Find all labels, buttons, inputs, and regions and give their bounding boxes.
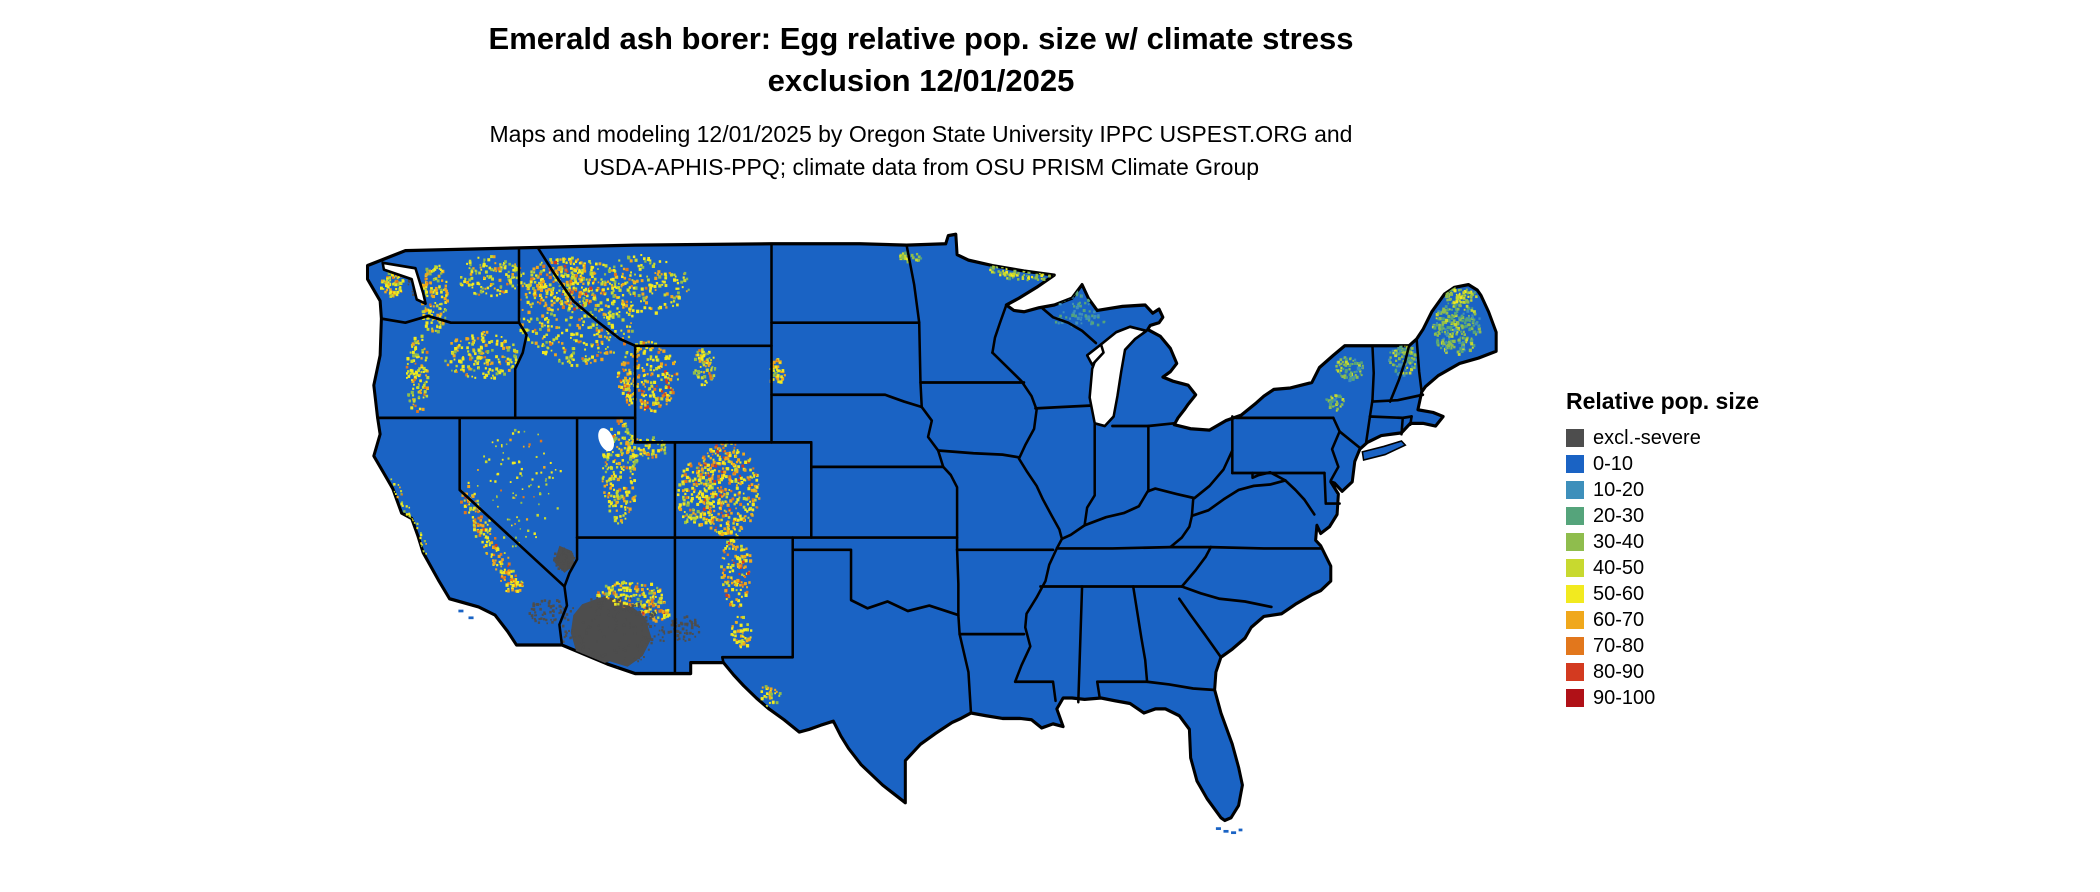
state-borders: [376, 242, 1425, 715]
legend-swatch: [1566, 637, 1584, 655]
channel-islands: [468, 616, 474, 620]
legend-label: 10-20: [1593, 478, 1645, 501]
legend-item: 50-60: [1566, 581, 1759, 607]
figure-title: Emerald ash borer: Egg relative pop. siz…: [21, 18, 1821, 102]
subtitle-line-1: Maps and modeling 12/01/2025 by Oregon S…: [489, 120, 1353, 147]
legend-item: 40-50: [1566, 555, 1759, 581]
great-salt-lake: [598, 428, 615, 452]
legend-swatch: [1566, 429, 1584, 447]
legend-item: 0-10: [1566, 451, 1759, 477]
legend-item: 20-30: [1566, 503, 1759, 529]
us-map: [317, 203, 1529, 883]
legend-label: 50-60: [1593, 582, 1645, 605]
legend-label: 70-80: [1593, 634, 1645, 657]
legend-label: 40-50: [1593, 556, 1645, 579]
channel-islands: [458, 609, 464, 613]
legend-swatch: [1566, 507, 1584, 525]
legend-label: excl.-severe: [1593, 426, 1701, 449]
legend-label: 90-100: [1593, 686, 1656, 709]
legend-label: 30-40: [1593, 530, 1645, 553]
raster-overlay-layer: [379, 251, 1482, 708]
islands: [458, 440, 1407, 835]
figure-header: Emerald ash borer: Egg relative pop. siz…: [21, 18, 1821, 184]
florida-keys: [1223, 829, 1229, 833]
legend-swatch: [1566, 559, 1584, 577]
legend-item: excl.-severe: [1566, 425, 1759, 451]
legend-swatch: [1566, 533, 1584, 551]
title-line-2: exclusion 12/01/2025: [767, 62, 1075, 98]
legend-item: 10-20: [1566, 477, 1759, 503]
conus-landmass: [365, 232, 1498, 823]
title-line-1: Emerald ash borer: Egg relative pop. siz…: [488, 21, 1354, 56]
puget-sound: [381, 261, 427, 305]
water-features: [381, 261, 1148, 428]
florida-keys: [1238, 828, 1243, 832]
legend-swatch: [1566, 689, 1584, 707]
legend-swatch: [1566, 455, 1584, 473]
long-island: [1361, 440, 1407, 462]
legend-item: 90-100: [1566, 685, 1759, 711]
figure-subtitle: Maps and modeling 12/01/2025 by Oregon S…: [21, 118, 1821, 185]
florida-keys: [1231, 831, 1237, 835]
legend-label: 60-70: [1593, 608, 1645, 631]
excluded-region-layer: [554, 545, 652, 667]
legend-swatch: [1566, 663, 1584, 681]
population-speckle-layer: [379, 251, 1482, 708]
legend-swatch: [1566, 611, 1584, 629]
map-legend: Relative pop. size excl.-severe 0-10 10-20…: [1566, 388, 1759, 711]
legend-swatch: [1566, 481, 1584, 499]
florida-keys: [1215, 827, 1221, 830]
legend-item: 80-90: [1566, 659, 1759, 685]
legend-item: 60-70: [1566, 607, 1759, 633]
legend-label: 80-90: [1593, 660, 1645, 683]
us-map-svg: [365, 232, 1498, 835]
legend-items: excl.-severe 0-10 10-20 20-30 30-40 40-50 50-6…: [1566, 425, 1759, 711]
subtitle-line-2: USDA-APHIS-PPQ; climate data from OSU PR…: [582, 154, 1260, 181]
legend-title: Relative pop. size: [1566, 388, 1760, 414]
green-bay: [1085, 343, 1105, 367]
legend-label: 20-30: [1593, 504, 1645, 527]
legend-item: 70-80: [1566, 633, 1759, 659]
legend-swatch: [1566, 585, 1584, 603]
legend-label: 0-10: [1593, 452, 1634, 475]
legend-item: 30-40: [1566, 529, 1759, 555]
